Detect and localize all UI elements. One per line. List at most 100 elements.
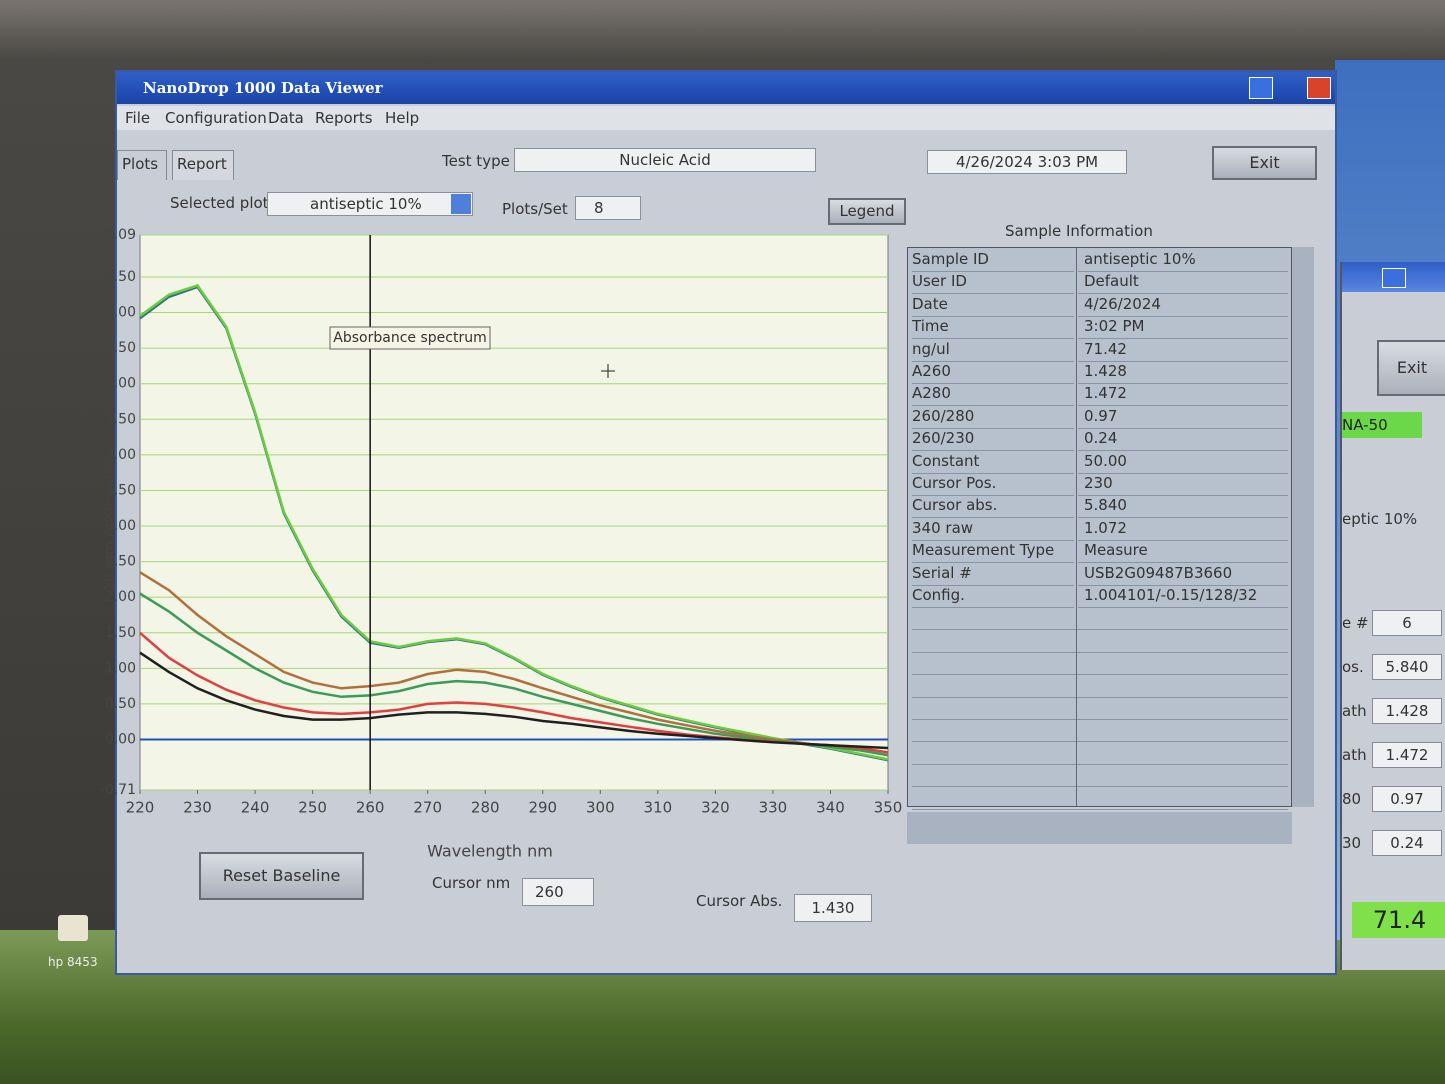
info-key: Serial # (912, 564, 1074, 586)
vertical-scrollbar[interactable] (1292, 247, 1314, 807)
plots-set-value: 8 (594, 199, 604, 217)
info-key: 260/230 (912, 429, 1074, 452)
selected-plot-combo[interactable]: antiseptic 10% (267, 192, 473, 216)
info-value: 5.840 (1078, 496, 1288, 519)
info-key: Cursor abs. (912, 496, 1074, 519)
second-window: Exit NA-50 eptic 10% e #6 os. 5.840 ath 1.42… (1340, 262, 1445, 970)
window-title: NanoDrop 1000 Data Viewer (143, 79, 383, 97)
sample-name: eptic 10% (1342, 510, 1418, 528)
tabs: Plots Report (117, 150, 317, 180)
empty-row (912, 631, 1288, 653)
menu-item[interactable]: Help (385, 109, 420, 127)
empty-row (912, 743, 1288, 765)
info-value: antiseptic 10% (1078, 250, 1288, 272)
menu-bar: File Configuration Data Reports Help (117, 106, 1335, 130)
empty-row (912, 653, 1288, 676)
desktop-icon-label[interactable]: hp 8453 (48, 955, 98, 969)
side-value: 0.24 (1372, 830, 1442, 856)
info-key: User ID (912, 272, 1074, 295)
side-label: 30 (1342, 834, 1362, 852)
info-key: 260/280 (912, 407, 1074, 429)
second-rows: e #6 os. 5.840 ath 1.428 ath 1.472 80 0.97 30 0.24 (1342, 610, 1445, 864)
empty-row (912, 608, 1288, 631)
info-value: 71.42 (1078, 340, 1288, 362)
tab[interactable]: Report (172, 150, 234, 180)
empty-row (912, 676, 1288, 698)
column-separator (1076, 248, 1077, 806)
selected-plot-label: Selected plot (170, 194, 269, 212)
info-value: 230 (1078, 474, 1288, 496)
menu-item[interactable]: Data (268, 109, 304, 127)
info-value: Measure (1078, 541, 1288, 564)
close-button[interactable] (1307, 77, 1331, 99)
title-bar: NanoDrop 1000 Data Viewer (117, 72, 1335, 104)
folder-icon[interactable] (58, 915, 88, 941)
datetime-field: 4/26/2024 3:03 PM (927, 150, 1127, 174)
side-label: ath (1342, 746, 1367, 764)
info-value: 1.072 (1078, 519, 1288, 541)
cursor-abs-field: 1.430 (794, 894, 872, 922)
reset-baseline-button[interactable]: Reset Baseline (199, 852, 364, 900)
side-value: 1.428 (1372, 698, 1442, 724)
info-value: 4/26/2024 (1078, 295, 1288, 317)
side-label: e # (1342, 614, 1369, 632)
side-value: 6 (1372, 610, 1442, 636)
sample-info-title: Sample Information (1005, 222, 1153, 240)
cursor-nm-value: 260 (535, 883, 564, 901)
minimize-button[interactable] (1382, 268, 1406, 288)
minimize-button[interactable] (1249, 77, 1273, 99)
combo-arrow[interactable] (451, 194, 471, 214)
tab[interactable]: Plots (117, 150, 167, 180)
info-value: 0.24 (1078, 429, 1288, 452)
info-value: 3:02 PM (1078, 317, 1288, 340)
info-key: Time (912, 317, 1074, 340)
info-key: A280 (912, 384, 1074, 407)
info-key: Sample ID (912, 250, 1074, 272)
plots-set-spinner[interactable]: 8 (575, 196, 641, 220)
menu-item[interactable]: Reports (315, 109, 373, 127)
info-key: Constant (912, 452, 1074, 474)
exit-button[interactable]: Exit (1212, 146, 1317, 180)
menu-item[interactable]: File (125, 109, 151, 127)
info-value: 1.428 (1078, 362, 1288, 384)
mode-field[interactable]: NA-50 (1342, 412, 1422, 438)
info-key: ng/ul (912, 340, 1074, 362)
cursor-abs-label: Cursor Abs. (696, 892, 783, 910)
side-value: 1.472 (1372, 742, 1442, 768)
test-type-field[interactable]: Nucleic Acid (514, 148, 816, 172)
info-value: 50.00 (1078, 452, 1288, 474)
side-label: ath (1342, 702, 1367, 720)
info-key: Config. (912, 586, 1074, 608)
side-value: 5.840 (1372, 654, 1442, 680)
info-key: Cursor Pos. (912, 474, 1074, 496)
sample-info-table: Sample ID antiseptic 10% User ID Default Dat… (907, 247, 1292, 810)
side-label: os. (1342, 658, 1364, 676)
info-value: 1.472 (1078, 384, 1288, 407)
plots-set-label: Plots/Set (502, 200, 568, 218)
empty-row (912, 788, 1288, 810)
info-value: Default (1078, 272, 1288, 295)
legend-button[interactable]: Legend (828, 198, 906, 225)
cursor-nm-spinner[interactable]: 260 (522, 878, 594, 906)
menu-item[interactable]: Configuration (165, 109, 267, 127)
empty-row (912, 720, 1288, 743)
info-key: Measurement Type (912, 541, 1074, 564)
concentration: 71.4 (1352, 902, 1445, 938)
info-value: 1.004101/-0.15/128/32 (1078, 586, 1288, 608)
main-window: NanoDrop 1000 Data Viewer File Configurat… (115, 70, 1337, 975)
cursor-nm-label: Cursor nm (432, 874, 511, 892)
horizontal-scrollbar[interactable] (907, 812, 1292, 844)
info-value: 0.97 (1078, 407, 1288, 429)
info-key: 340 raw (912, 519, 1074, 541)
empty-row (912, 765, 1288, 788)
side-value: 0.97 (1372, 786, 1442, 812)
info-key: A260 (912, 362, 1074, 384)
info-value: USB2G09487B3660 (1078, 564, 1288, 586)
selected-plot-value: antiseptic 10% (310, 195, 422, 213)
empty-row (912, 698, 1288, 720)
info-key: Date (912, 295, 1074, 317)
test-type-label: Test type (442, 152, 510, 170)
side-label: 80 (1342, 790, 1362, 808)
exit-button[interactable]: Exit (1377, 340, 1445, 396)
